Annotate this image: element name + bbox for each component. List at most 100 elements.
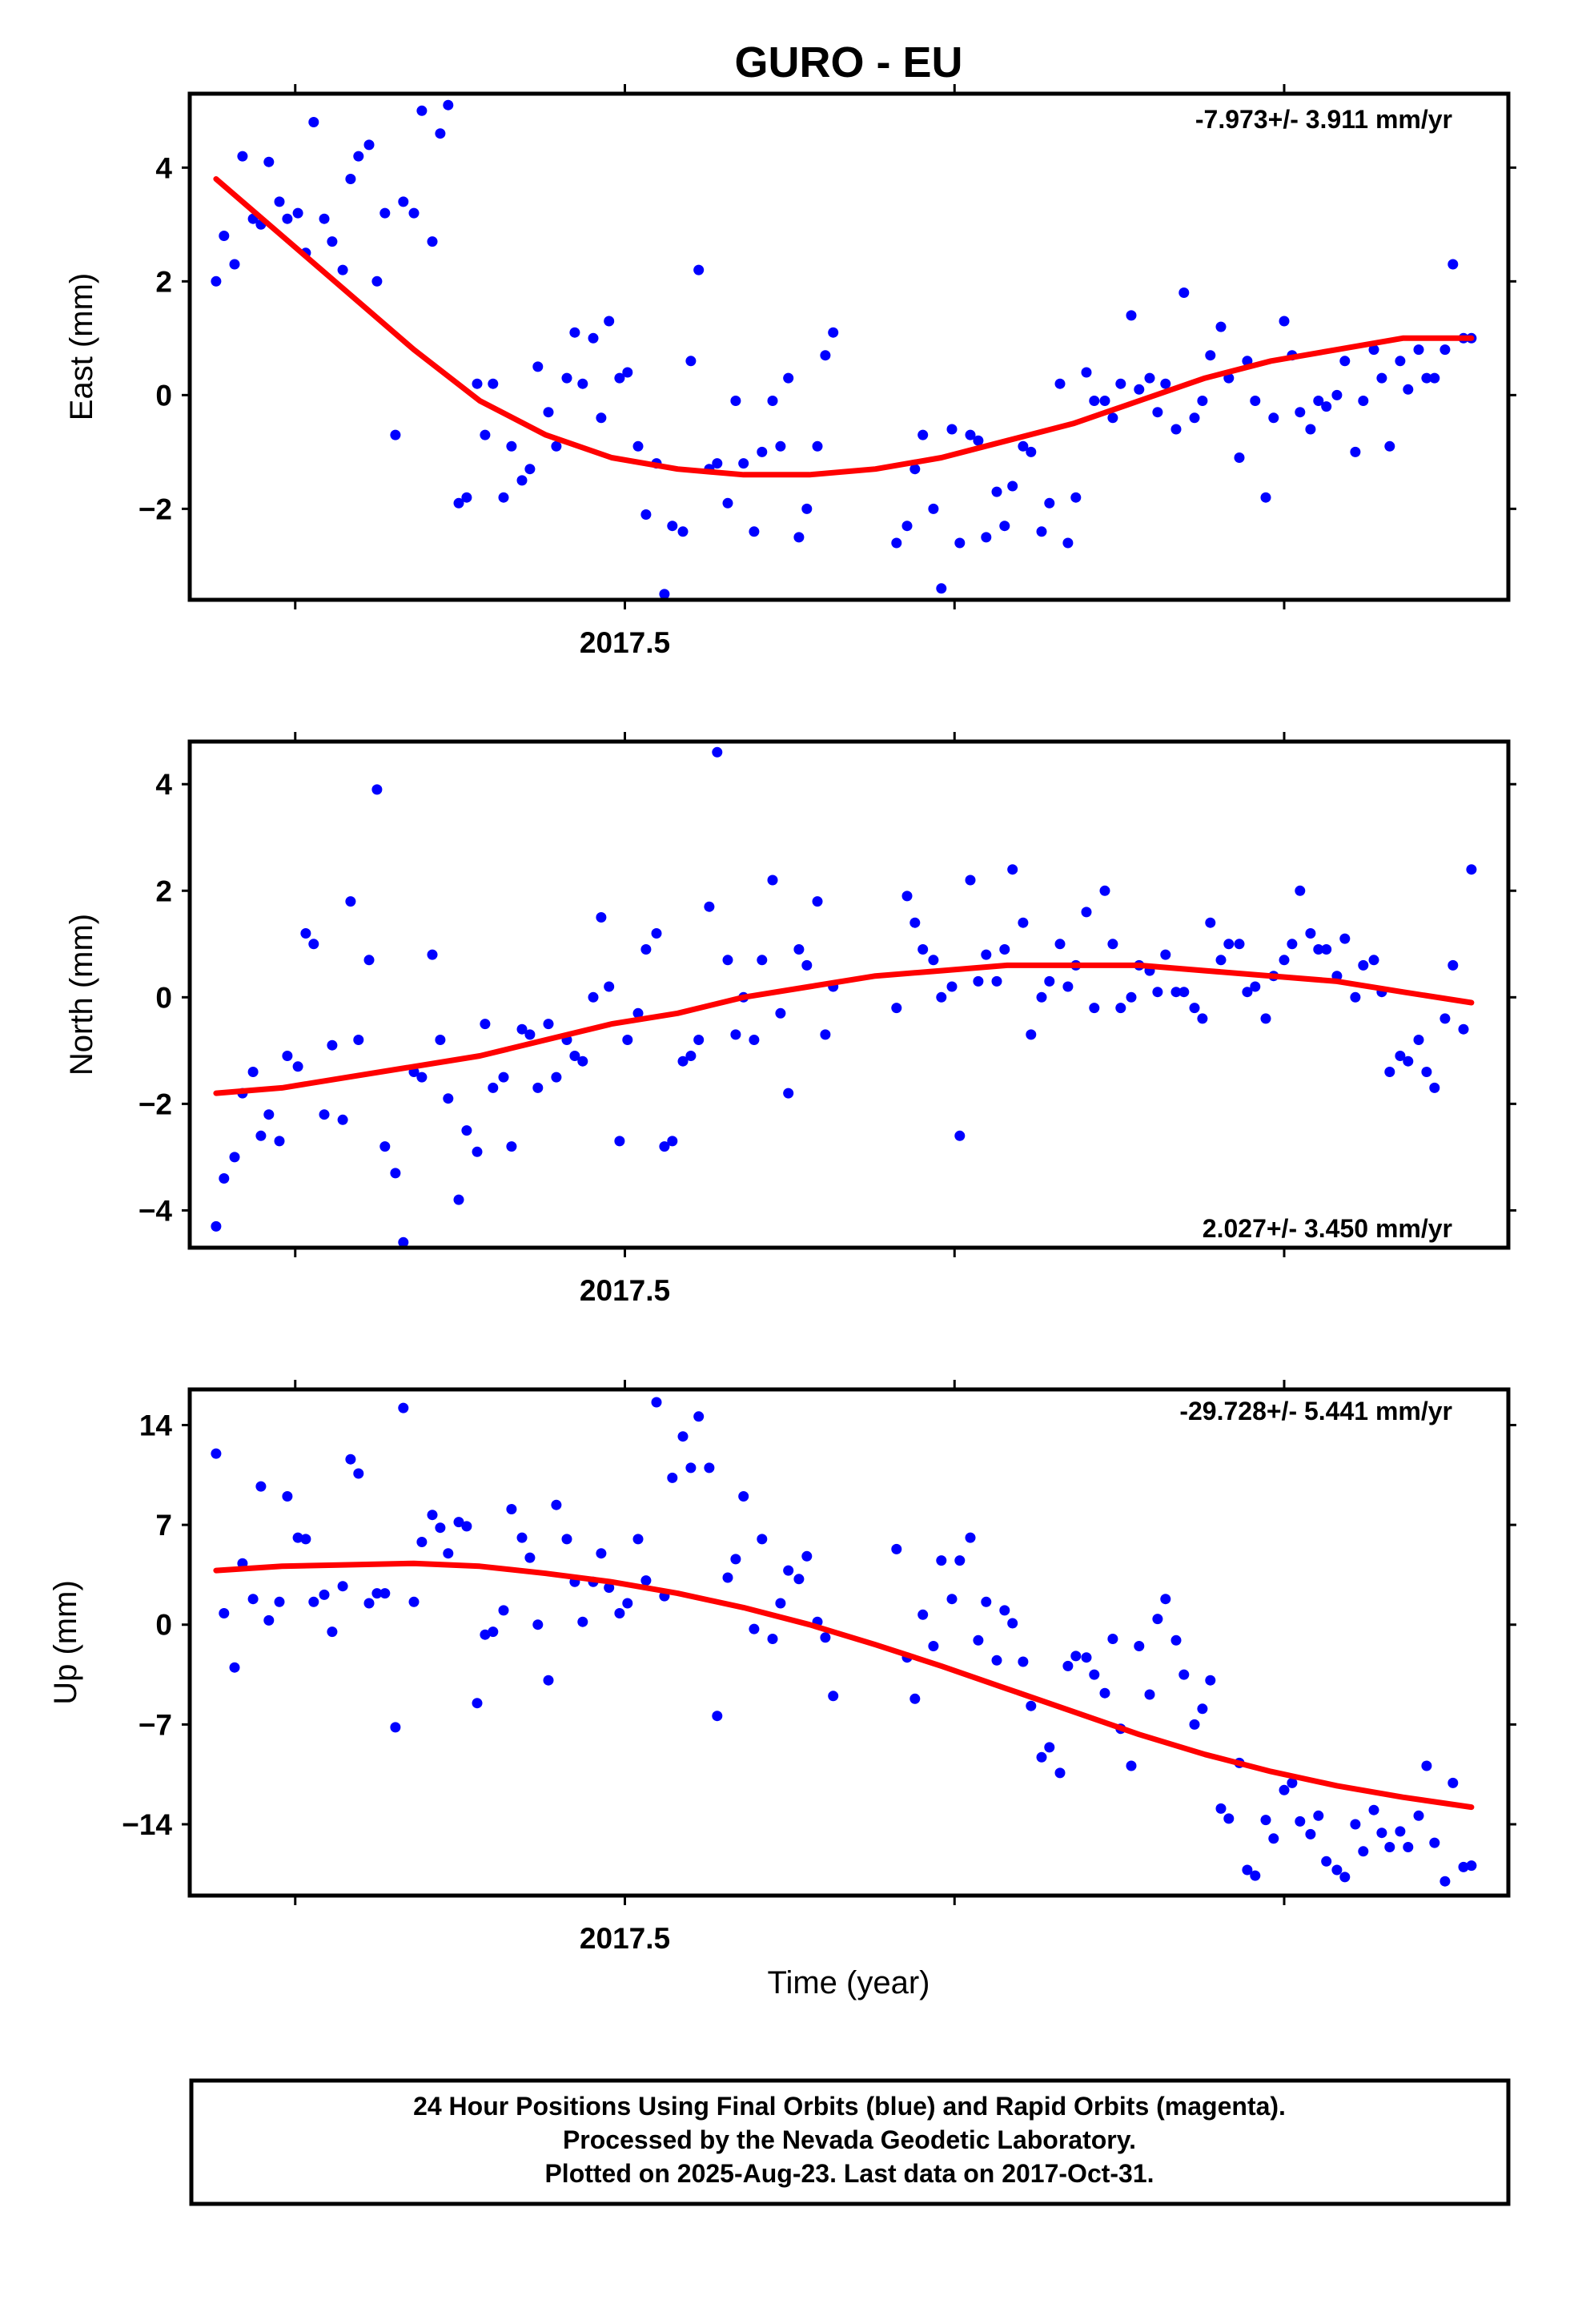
data-point — [379, 1588, 391, 1599]
data-point — [1062, 537, 1074, 549]
y-axis-label: North (mm) — [64, 914, 99, 1076]
data-point — [1358, 959, 1369, 971]
y-tick-label: 4 — [155, 151, 172, 184]
data-point — [319, 1109, 330, 1120]
data-point — [543, 1675, 554, 1686]
caption-line-3: Plotted on 2025-Aug-23. Last data on 201… — [544, 2159, 1154, 2188]
data-point — [1054, 378, 1066, 389]
data-point — [353, 1035, 364, 1045]
data-point — [999, 944, 1010, 955]
data-point — [345, 174, 356, 184]
data-point — [767, 875, 778, 886]
data-point — [640, 1575, 652, 1586]
data-point — [229, 259, 240, 270]
data-point — [667, 1136, 678, 1147]
data-point — [640, 509, 652, 520]
data-point — [981, 949, 992, 960]
data-point — [640, 944, 652, 955]
data-point — [274, 1596, 285, 1607]
caption-frame — [189, 2078, 1511, 2206]
data-point — [946, 424, 958, 435]
data-point — [337, 1114, 348, 1125]
data-point — [1081, 367, 1092, 378]
data-point — [1099, 885, 1110, 896]
data-point — [965, 429, 976, 440]
data-point — [820, 1632, 831, 1643]
data-point — [1358, 396, 1369, 406]
data-point — [1421, 1067, 1432, 1077]
rate-annotation: -29.728+/- 5.441 mm/yr — [1179, 1397, 1452, 1425]
data-point — [1234, 452, 1245, 463]
data-point — [1197, 396, 1208, 406]
data-point — [757, 1534, 768, 1545]
data-point — [604, 316, 615, 327]
y-tick-label: −14 — [122, 1808, 172, 1841]
data-point — [1144, 372, 1155, 384]
data-point — [1466, 864, 1477, 875]
data-point — [693, 1411, 705, 1422]
data-point — [237, 151, 248, 162]
data-point — [1421, 1760, 1432, 1771]
data-point — [390, 1168, 401, 1179]
data-point — [677, 1055, 689, 1067]
y-tick-label: 4 — [155, 768, 172, 801]
data-point — [516, 1532, 528, 1543]
data-point — [488, 1626, 499, 1638]
fit-curve — [213, 962, 1475, 1096]
data-point — [1107, 1634, 1118, 1644]
data-point — [211, 1448, 222, 1459]
data-point — [685, 1051, 697, 1061]
data-point — [632, 440, 644, 452]
data-point — [1250, 396, 1261, 406]
data-point — [936, 991, 947, 1003]
data-point — [1313, 1810, 1324, 1821]
data-point — [353, 1468, 364, 1479]
data-point — [472, 378, 483, 389]
data-point — [1447, 1777, 1459, 1788]
data-point — [524, 1029, 536, 1040]
data-point — [793, 1574, 805, 1585]
rate-annotation: 2.027+/- 3.450 mm/yr — [1203, 1214, 1452, 1243]
data-point — [1439, 344, 1451, 356]
data-point — [1107, 939, 1118, 950]
data-point — [693, 1035, 705, 1045]
data-point — [928, 503, 939, 514]
data-point — [1242, 1864, 1253, 1876]
data-point — [973, 1634, 984, 1646]
data-point — [1170, 987, 1182, 998]
data-point — [516, 1023, 528, 1035]
data-point — [928, 955, 939, 966]
data-point — [1026, 446, 1037, 457]
data-point — [1189, 412, 1200, 424]
data-point — [1160, 378, 1171, 389]
data-point — [1018, 440, 1029, 452]
data-point — [353, 151, 364, 162]
data-point — [371, 1588, 383, 1599]
data-point — [255, 1130, 267, 1141]
data-point — [1466, 1860, 1477, 1872]
data-point — [551, 1499, 562, 1510]
data-point — [327, 1626, 338, 1638]
fit-curve — [213, 176, 1475, 478]
data-point — [1007, 480, 1018, 492]
data-point — [229, 1152, 240, 1163]
data-point — [1170, 1634, 1182, 1646]
data-point — [757, 955, 768, 966]
data-point — [783, 1088, 794, 1099]
data-point — [398, 1402, 409, 1413]
data-point — [435, 1522, 446, 1534]
data-point — [219, 1173, 230, 1184]
data-point — [308, 117, 319, 127]
data-point — [532, 1082, 544, 1093]
data-point — [704, 901, 715, 912]
data-point — [1223, 1813, 1235, 1824]
data-point — [596, 1548, 607, 1559]
data-point — [1007, 1618, 1018, 1629]
data-point — [712, 458, 723, 469]
data-point — [1160, 1594, 1171, 1605]
data-point — [588, 332, 599, 344]
data-point — [1170, 424, 1182, 435]
data-point — [1178, 987, 1190, 998]
data-point — [1152, 1614, 1163, 1625]
